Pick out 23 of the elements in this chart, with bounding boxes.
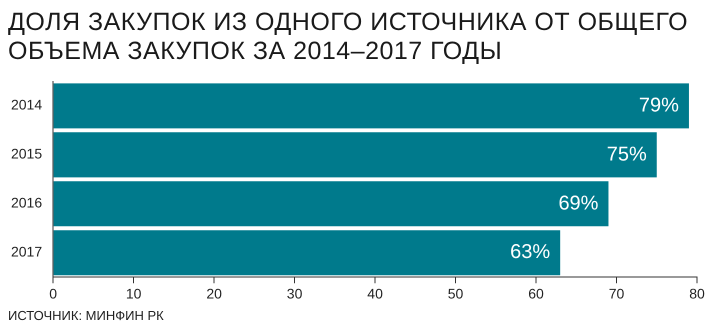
x-tick-label: 0 [49,285,58,302]
x-tick-label: 10 [126,285,142,302]
bar [54,230,560,276]
y-tick-label: 2014 [10,96,42,113]
data-label: 75% [606,143,647,166]
x-tick-label: 20 [206,285,222,302]
chart-title: ДОЛЯ ЗАКУПОК ИЗ ОДНОГО ИСТОЧНИКА ОТ ОБЩЕГО ОБЪЕМА ЗАКУПОК ЗА 2014–2017 ГОДЫ [8,8,690,66]
data-label: 63% [510,241,550,264]
bar [54,132,657,178]
x-tick-label: 40 [367,285,384,302]
bar [54,83,689,128]
x-tick-label: 30 [286,285,303,302]
data-label: 69% [558,192,599,214]
y-tick-label: 2015 [10,146,42,162]
text: ИСТОЧНИК: МИНФИН РК [8,308,165,323]
data-label: 79% [638,94,680,116]
y-tick-label: 2016 [10,194,42,211]
x-tick-label: 60 [528,285,544,302]
x-tick-label: 70 [608,285,625,302]
bar [54,181,608,226]
y-tick-label: 2017 [10,244,42,260]
x-tick-label: 50 [448,285,464,302]
x-tick-label: 80 [689,285,705,302]
